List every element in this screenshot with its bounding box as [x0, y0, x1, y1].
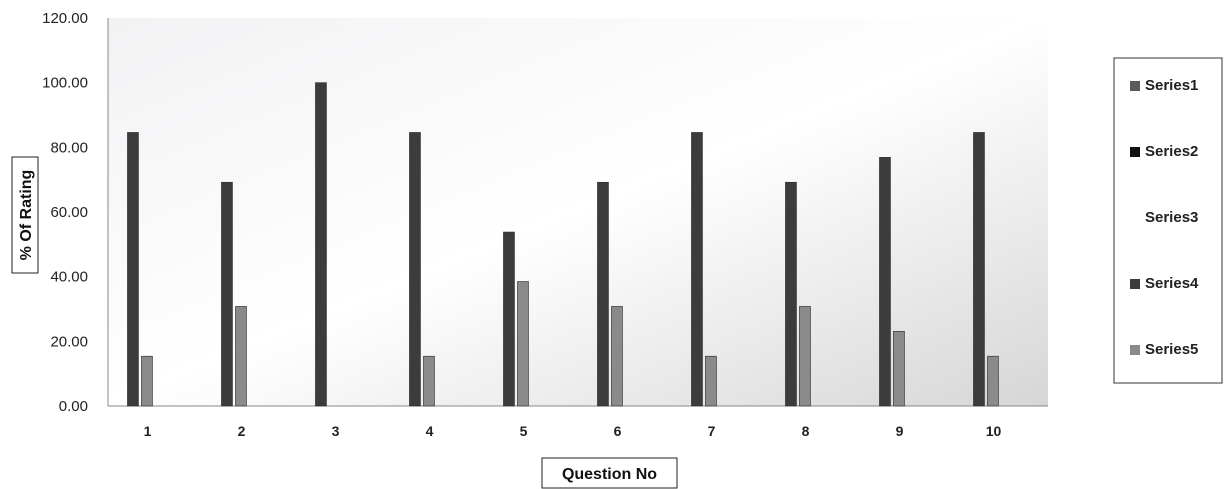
y-tick-label: 0.00: [59, 398, 88, 415]
legend-swatch: [1130, 345, 1140, 355]
bar-series4-q1: [127, 132, 139, 407]
legend: Series1 Series2 Series3 Series4 Series5: [1113, 57, 1223, 384]
x-tick-label: 8: [802, 423, 810, 439]
y-axis: 0.00 20.00 40.00 60.00 80.00 100.00 120.00: [42, 10, 109, 415]
x-axis: 1 2 3 4 5 6 7 8 9 10: [108, 405, 1048, 439]
y-axis-title-group: % Of Rating: [11, 156, 39, 274]
legend-swatch: [1130, 147, 1140, 157]
legend-entry-series3: Series3: [1145, 209, 1198, 226]
x-tick-label: 10: [986, 423, 1002, 439]
legend-entry-series2: Series2: [1145, 143, 1198, 160]
bar-series4-q10: [973, 132, 985, 407]
x-tick-label: 5: [520, 423, 528, 439]
x-tick-label: 1: [144, 423, 152, 439]
bar-series5-q2: [235, 306, 247, 407]
y-tick-label: 40.00: [50, 269, 88, 286]
y-tick-label: 120.00: [42, 10, 88, 27]
bar-series4-q9: [879, 157, 891, 407]
legend-entry-series1: Series1: [1145, 77, 1198, 94]
bar-series5-q9: [893, 331, 905, 407]
plot-area: [108, 18, 1048, 406]
x-tick-label: 9: [896, 423, 904, 439]
y-tick-label: 80.00: [50, 139, 88, 156]
x-tick-label: 6: [614, 423, 622, 439]
bar-series4-q8: [785, 181, 797, 407]
bar-series4-q7: [691, 132, 703, 407]
bar-series4-q5: [503, 231, 515, 407]
bars: [127, 82, 999, 407]
x-axis-title: Question No: [562, 466, 657, 483]
bar-series5-q8: [799, 306, 811, 407]
x-tick-label: 3: [332, 423, 340, 439]
bar-series4-q2: [221, 181, 233, 407]
legend-swatch: [1130, 81, 1140, 91]
legend-swatch: [1130, 213, 1140, 223]
bar-series5-q7: [705, 355, 717, 407]
x-tick-label: 2: [238, 423, 246, 439]
y-tick-label: 100.00: [42, 75, 88, 92]
bar-series4-q3: [315, 82, 327, 407]
bar-series5-q10: [987, 355, 999, 407]
x-tick-label: 7: [708, 423, 716, 439]
y-tick-label: 60.00: [50, 204, 88, 221]
y-tick-label: 20.00: [50, 333, 88, 350]
x-tick-label: 4: [426, 423, 434, 439]
legend-swatch: [1130, 279, 1140, 289]
bar-series4-q4: [409, 132, 421, 407]
legend-entry-series5: Series5: [1145, 341, 1198, 358]
bar-series5-q5: [517, 281, 529, 407]
legend-entry-series4: Series4: [1145, 275, 1199, 292]
bar-series4-q6: [597, 181, 609, 407]
bar-series5-q6: [611, 306, 623, 407]
x-axis-title-group: Question No: [541, 457, 678, 489]
bar-series5-q4: [423, 355, 435, 407]
bar-series5-q1: [141, 355, 153, 407]
y-axis-title: % Of Rating: [18, 170, 35, 261]
